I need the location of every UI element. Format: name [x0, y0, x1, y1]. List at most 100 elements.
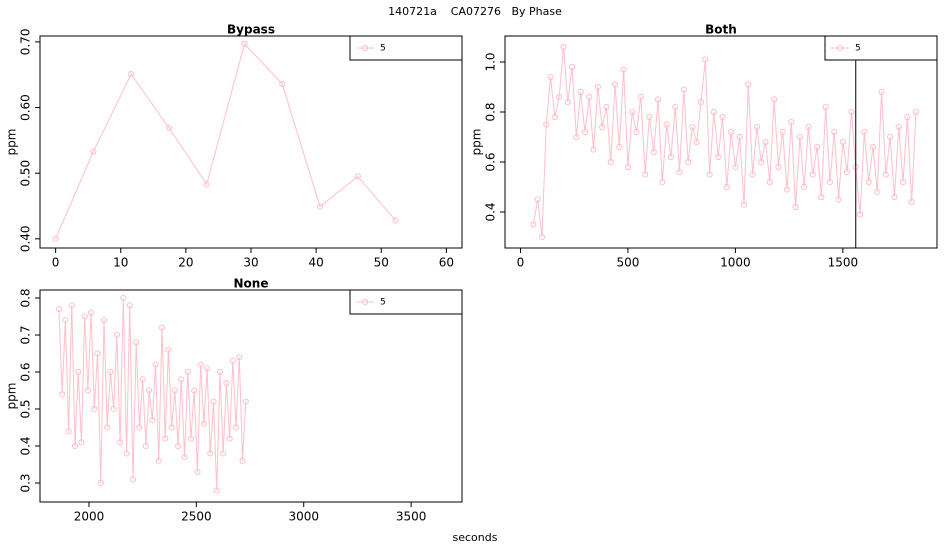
data-point	[187, 435, 195, 442]
data-point	[629, 108, 636, 116]
data-point	[715, 153, 722, 161]
x-tick-label: 40	[308, 256, 323, 270]
data-point	[316, 203, 324, 210]
x-tick-label: 3500	[396, 510, 427, 524]
data-point	[624, 163, 632, 171]
y-axis-label: ppm	[5, 129, 19, 156]
y-tick-label: 0.8	[19, 288, 33, 307]
data-point	[113, 331, 120, 339]
data-point	[59, 391, 66, 398]
data-point	[740, 201, 748, 208]
data-point	[573, 133, 580, 141]
y-tick-label: 0.50	[19, 160, 33, 187]
data-point	[723, 183, 730, 191]
x-tick-label: 30	[243, 256, 258, 270]
data-point	[71, 442, 79, 450]
data-point	[818, 193, 825, 201]
data-point	[120, 294, 127, 302]
data-point	[891, 193, 898, 201]
data-point	[801, 183, 808, 191]
data-point	[607, 158, 614, 166]
x-tick-label: 20	[178, 256, 193, 270]
data-point	[107, 368, 114, 376]
data-point	[97, 479, 104, 487]
data-point	[168, 424, 175, 431]
data-point	[822, 103, 829, 111]
data-point	[775, 163, 782, 171]
data-point	[100, 317, 108, 324]
data-point	[663, 121, 670, 128]
data-point	[680, 86, 687, 93]
data-point	[94, 350, 101, 357]
data-point	[577, 88, 584, 96]
plot-frame	[504, 35, 938, 249]
legend-marker	[361, 44, 369, 52]
data-point	[200, 420, 207, 427]
data-point	[158, 324, 166, 331]
data-point	[590, 146, 597, 153]
data-point	[586, 93, 593, 101]
data-point	[908, 198, 915, 206]
data-point	[633, 128, 640, 136]
x-tick-label: 1500	[828, 256, 859, 270]
data-point	[174, 442, 182, 450]
data-point	[117, 439, 124, 446]
data-point	[232, 424, 240, 431]
data-point	[856, 211, 864, 218]
data-point	[783, 186, 791, 193]
data-point	[203, 181, 210, 188]
data-point	[646, 113, 653, 121]
data-point	[874, 188, 881, 196]
data-point	[216, 368, 224, 376]
data-point	[611, 81, 619, 88]
plot-frame	[39, 35, 463, 249]
data-point	[848, 108, 855, 116]
y-tick-label: 0.6	[484, 152, 498, 171]
data-point	[792, 203, 799, 211]
data-point	[81, 313, 88, 320]
data-point	[165, 124, 173, 131]
page-title: 140721a CA07276 By Phase	[388, 5, 562, 18]
panel: None ppm 2000 2500 3000 3500 0.3 0.4 0.5 0.6 0.7 0.…	[5, 277, 463, 524]
data-point	[637, 93, 644, 101]
data-point	[133, 339, 140, 346]
data-point	[560, 43, 567, 51]
data-point	[728, 128, 735, 136]
x-tick-label: 0	[517, 256, 525, 270]
data-point	[654, 96, 662, 103]
data-point	[753, 123, 760, 131]
x-tick-label: 0	[52, 256, 60, 270]
data-point	[551, 113, 558, 121]
data-point	[672, 103, 679, 111]
y-tick-label: 0.7	[19, 325, 33, 344]
data-point	[642, 171, 649, 178]
data-point	[162, 435, 169, 442]
data-point	[676, 168, 683, 176]
data-line	[58, 297, 247, 491]
data-point	[568, 63, 576, 71]
data-point	[239, 457, 246, 464]
y-axis-label: ppm	[5, 383, 19, 410]
y-tick-label: 0.5	[19, 399, 33, 418]
data-point	[685, 158, 692, 166]
data-point	[861, 128, 868, 136]
y-tick-label: 0.8	[484, 102, 498, 121]
data-point	[88, 309, 95, 316]
legend-marker	[361, 298, 369, 306]
y-axis-label: ppm	[470, 129, 484, 156]
data-point	[689, 123, 696, 131]
data-point	[603, 103, 610, 111]
data-point	[171, 387, 178, 394]
data-point	[530, 221, 537, 228]
data-point	[68, 302, 75, 309]
data-point	[78, 439, 85, 446]
data-point	[543, 121, 550, 128]
data-point	[736, 133, 743, 141]
data-point	[835, 196, 842, 203]
data-point	[599, 123, 606, 131]
data-point	[556, 93, 563, 101]
panel-title: Bypass	[227, 23, 275, 37]
data-point	[52, 235, 59, 242]
x-tick-label: 2000	[74, 510, 105, 524]
